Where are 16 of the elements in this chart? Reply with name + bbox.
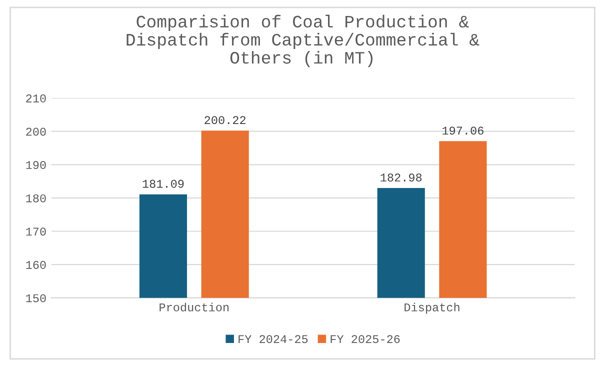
y-tick-label: 160 <box>26 260 46 269</box>
y-tick-label: 170 <box>26 228 46 236</box>
y-tick-label: 200 <box>26 128 46 136</box>
chart-title: Comparision of Coal Production & Dispatch from Captive/Commercial & Others (in MT) <box>126 14 480 68</box>
y-tick-label: 180 <box>26 194 46 202</box>
y-tick-label: 150 <box>26 294 46 302</box>
legend-label: FY 2024-25 <box>238 335 308 344</box>
x-tick-label: Production <box>160 302 229 312</box>
y-tick-label: 210 <box>26 94 46 102</box>
x-tick-label: Dispatch <box>404 302 460 314</box>
data-label: 182.98 <box>380 174 422 182</box>
data-label: 200.22 <box>204 116 246 124</box>
data-label: 197.06 <box>442 126 484 135</box>
y-tick-label: 190 <box>26 161 46 170</box>
legend-label: FY 2025-26 <box>330 335 400 344</box>
data-label: 181.09 <box>142 180 184 188</box>
